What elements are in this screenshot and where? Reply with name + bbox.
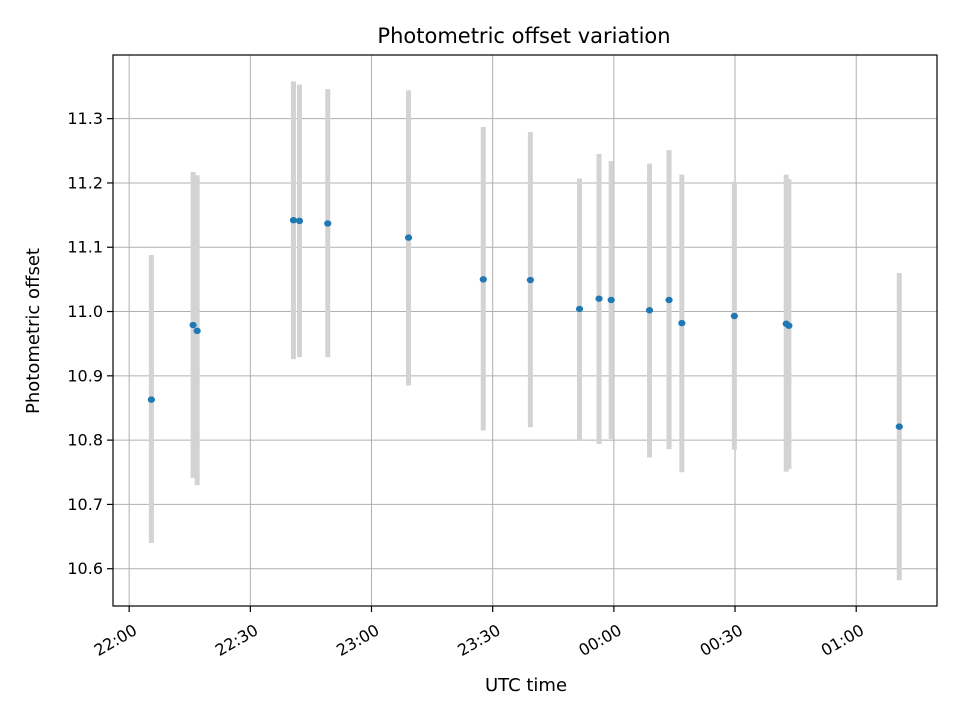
data-point	[645, 307, 654, 314]
y-tick-label: 11.2	[67, 173, 103, 192]
y-tick-label: 10.9	[67, 366, 103, 385]
data-point	[785, 322, 793, 329]
data-points	[147, 217, 903, 430]
data-point	[526, 276, 534, 284]
y-tick-label: 10.7	[67, 495, 103, 514]
data-point	[189, 321, 197, 329]
y-tick-label: 10.6	[67, 559, 103, 578]
data-point	[575, 305, 584, 313]
data-point	[730, 312, 738, 320]
y-axis-label: Photometric offset	[23, 248, 44, 414]
y-tick-label: 11.3	[67, 109, 103, 128]
data-point	[289, 217, 298, 224]
data-point	[404, 234, 413, 241]
plot-frame	[112, 54, 938, 607]
data-point	[324, 220, 332, 227]
data-point	[607, 296, 615, 304]
y-tick-label: 11.1	[67, 238, 103, 257]
y-tick-label: 11.0	[67, 302, 103, 321]
data-point	[678, 319, 686, 327]
x-axis-label: UTC time	[485, 675, 567, 696]
axis-ticks	[107, 118, 857, 612]
y-tick-label: 10.8	[67, 431, 103, 450]
data-point	[479, 276, 487, 283]
chart-title: Photometric offset variation	[377, 24, 670, 48]
data-point	[193, 327, 201, 335]
data-point	[595, 295, 603, 302]
data-point	[665, 296, 673, 304]
data-point	[147, 396, 155, 403]
data-point	[895, 423, 903, 430]
data-point	[295, 217, 304, 225]
y-tick-labels: 10.6 10.7 10.8 10.9 11.0 11.1 11.2 11.3	[67, 109, 103, 578]
